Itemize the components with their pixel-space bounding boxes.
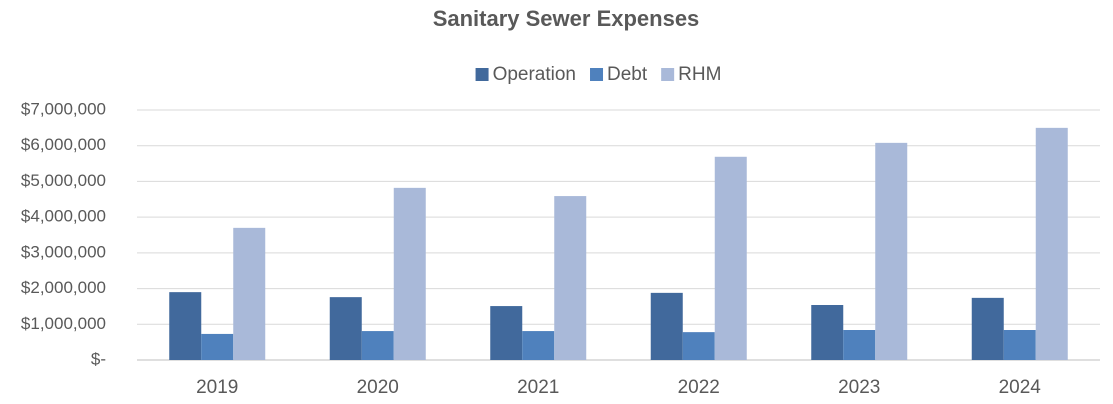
bar bbox=[971, 297, 1004, 360]
legend-label: RHM bbox=[678, 64, 721, 85]
bar bbox=[329, 297, 362, 360]
x-tick-label: 2019 bbox=[196, 377, 238, 398]
x-tick-label: 2023 bbox=[838, 377, 880, 398]
legend-label: Debt bbox=[607, 64, 648, 85]
legend-swatch bbox=[475, 68, 489, 81]
y-tick-label: $- bbox=[91, 349, 106, 368]
legend-label: Operation bbox=[493, 64, 576, 85]
x-tick-label: 2021 bbox=[517, 377, 559, 398]
bar bbox=[490, 306, 523, 360]
bar bbox=[1035, 127, 1068, 360]
legend-swatch bbox=[590, 68, 604, 81]
bar bbox=[843, 330, 876, 360]
bar bbox=[393, 187, 426, 360]
x-tick-label: 2022 bbox=[678, 377, 720, 398]
bar bbox=[875, 142, 908, 360]
bar bbox=[811, 305, 844, 360]
y-tick-label: $4,000,000 bbox=[21, 207, 106, 226]
bar bbox=[201, 333, 234, 360]
bar bbox=[1003, 330, 1036, 360]
y-tick-label: $1,000,000 bbox=[21, 314, 106, 333]
y-tick-label: $5,000,000 bbox=[21, 171, 106, 190]
bar bbox=[554, 196, 587, 360]
chart-title: Sanitary Sewer Expenses bbox=[433, 6, 700, 31]
y-tick-label: $7,000,000 bbox=[21, 99, 106, 118]
bar bbox=[650, 292, 683, 360]
y-tick-label: $3,000,000 bbox=[21, 242, 106, 261]
x-tick-label: 2024 bbox=[999, 377, 1042, 398]
bar bbox=[682, 332, 715, 360]
bar bbox=[233, 227, 266, 360]
bar bbox=[522, 331, 555, 360]
y-tick-label: $6,000,000 bbox=[21, 135, 106, 154]
bar bbox=[169, 292, 202, 360]
legend-swatch bbox=[661, 68, 675, 81]
bar bbox=[361, 331, 394, 360]
y-tick-label: $2,000,000 bbox=[21, 278, 106, 297]
x-tick-label: 2020 bbox=[357, 377, 399, 398]
bar bbox=[714, 156, 747, 360]
